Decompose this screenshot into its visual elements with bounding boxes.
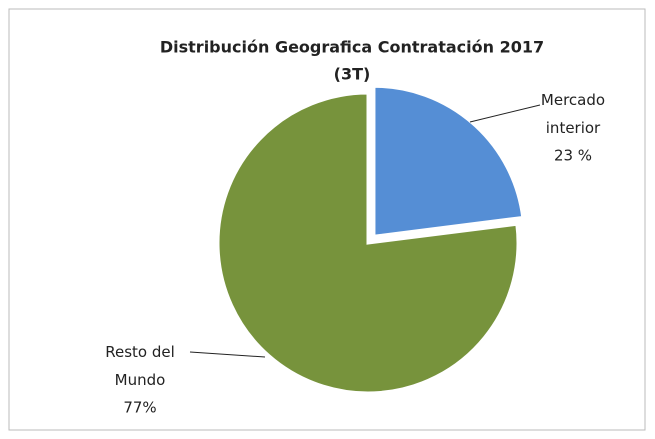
slice-value-label: 23 % [554, 147, 592, 165]
slice-label: Mercado interior [541, 91, 605, 137]
slice-label: Resto del Mundo [105, 343, 175, 389]
pie-slice [216, 91, 520, 395]
chart-subtitle: (3T) [334, 65, 371, 84]
leader-line [189, 351, 266, 358]
slice-value-label: 77% [123, 399, 156, 417]
chart-title: Distribución Geografica Contratación 201… [160, 38, 544, 57]
leader-line [469, 104, 541, 123]
pie-slice [372, 84, 525, 238]
